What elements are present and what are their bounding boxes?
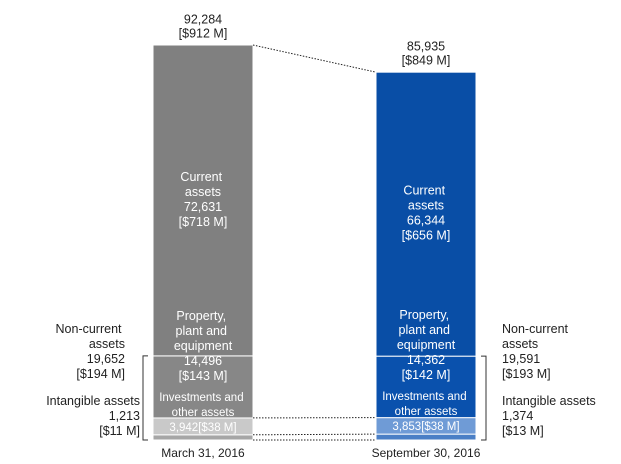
bracket bbox=[481, 355, 487, 441]
label: 14,362 bbox=[407, 353, 445, 367]
bar-segment bbox=[152, 44, 254, 357]
label: Property, plant and equipment bbox=[397, 308, 456, 352]
label: Investments and other assets bbox=[382, 391, 470, 418]
label: Intangible assets bbox=[502, 394, 596, 408]
connector bbox=[252, 433, 377, 436]
label: [$143 M] bbox=[179, 369, 228, 383]
label: 66,344 bbox=[407, 214, 445, 228]
label: 14,496 bbox=[184, 354, 222, 368]
total-usd-label: [$849 M] bbox=[402, 53, 451, 67]
label: Current assets bbox=[403, 184, 448, 213]
category-label: March 31, 2016 bbox=[161, 446, 245, 460]
total-label: 85,935 bbox=[407, 39, 445, 53]
label: Non-current assets bbox=[502, 322, 571, 351]
label: [$142 M] bbox=[402, 368, 451, 382]
label: [$656 M] bbox=[402, 229, 451, 243]
label: Non-current assets bbox=[56, 322, 125, 351]
label-part: 3,942 bbox=[169, 422, 198, 434]
label-line: 3,942[$38 M] bbox=[169, 422, 236, 434]
label: Property, plant and equipment bbox=[174, 309, 233, 353]
label: Investments and other assets bbox=[159, 392, 247, 419]
label: [$13 M] bbox=[502, 424, 544, 438]
label-part: [$38 M] bbox=[198, 422, 236, 434]
connector bbox=[252, 44, 377, 73]
total-usd-label: [$912 M] bbox=[179, 26, 228, 40]
label-part: 3,853 bbox=[392, 421, 421, 433]
label: 1,374 bbox=[502, 409, 533, 423]
label: 19,591 bbox=[502, 352, 540, 366]
label: [$193 M] bbox=[502, 367, 551, 381]
label-line: 3,853[$38 M] bbox=[392, 421, 459, 433]
bar-segment bbox=[152, 355, 254, 419]
label: Current assets bbox=[180, 170, 225, 199]
label: 1,213 bbox=[109, 409, 140, 423]
label: [$194 M] bbox=[76, 367, 125, 381]
label: [$11 M] bbox=[99, 424, 140, 438]
bar-segment bbox=[152, 434, 254, 441]
category-label: September 30, 2016 bbox=[372, 446, 481, 460]
label: 19,652 bbox=[87, 352, 125, 366]
total-label: 92,284 bbox=[184, 12, 222, 26]
label-part: [$38 M] bbox=[421, 421, 459, 433]
label: 72,631 bbox=[184, 200, 222, 214]
label: Intangible assets bbox=[46, 394, 140, 408]
bracket bbox=[142, 355, 148, 441]
label: [$718 M] bbox=[179, 215, 228, 229]
bar-segment bbox=[375, 71, 477, 357]
bar-segment bbox=[375, 433, 477, 441]
